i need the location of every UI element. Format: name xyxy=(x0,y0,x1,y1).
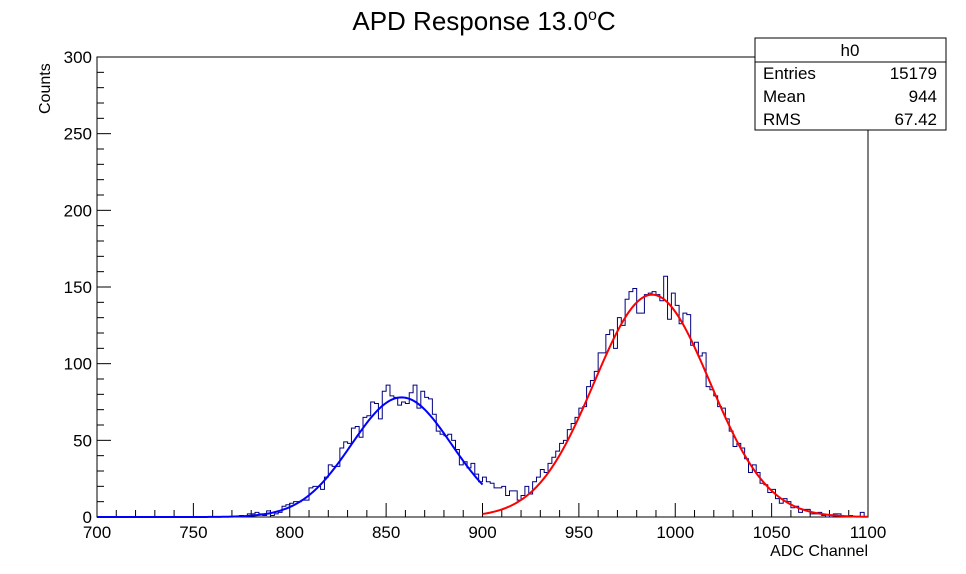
x-axis-label: ADC Channel xyxy=(770,543,868,560)
y-axis: 0 50 100 150 200 250 300 xyxy=(64,48,111,527)
x-tick-label: 800 xyxy=(276,523,304,542)
stats-label-entries: Entries xyxy=(763,64,816,83)
x-axis: 700 750 800 850 900 950 1000 1050 1100 xyxy=(83,503,886,542)
x-tick-label: 750 xyxy=(179,523,207,542)
y-axis-label: Counts xyxy=(37,63,54,114)
x-tick-label: 900 xyxy=(468,523,496,542)
fit-curves xyxy=(97,293,869,518)
stats-title: h0 xyxy=(841,41,860,60)
y-tick-label: 0 xyxy=(83,508,92,527)
stats-value-rms: 67.42 xyxy=(894,110,937,129)
y-tick-label: 100 xyxy=(64,355,92,374)
stats-value-entries: 15179 xyxy=(890,64,937,83)
x-tick-label: 950 xyxy=(565,523,593,542)
stats-label-rms: RMS xyxy=(763,110,801,129)
y-tick-label: 250 xyxy=(64,125,92,144)
x-tick-label: 1050 xyxy=(753,523,791,542)
x-tick-label: 700 xyxy=(83,523,111,542)
y-tick-label: 150 xyxy=(64,278,92,297)
x-tick-label: 1100 xyxy=(850,523,887,542)
fit-curve-1 xyxy=(97,396,484,518)
stats-box: h0 Entries 15179 Mean 944 RMS 67.42 xyxy=(754,37,947,131)
chart-title: APD Response 13.0oC xyxy=(352,6,615,36)
x-tick-label: 850 xyxy=(372,523,400,542)
y-tick-label: 200 xyxy=(64,201,92,220)
histogram-bins xyxy=(97,275,868,518)
y-tick-label: 300 xyxy=(64,48,92,67)
plot-frame xyxy=(96,56,869,518)
y-tick-label: 50 xyxy=(73,431,92,450)
x-tick-label: 1000 xyxy=(656,523,694,542)
stats-value-mean: 944 xyxy=(909,87,937,106)
fit-curve-2 xyxy=(482,293,869,518)
stats-label-mean: Mean xyxy=(763,87,806,106)
histogram-series xyxy=(97,275,868,518)
